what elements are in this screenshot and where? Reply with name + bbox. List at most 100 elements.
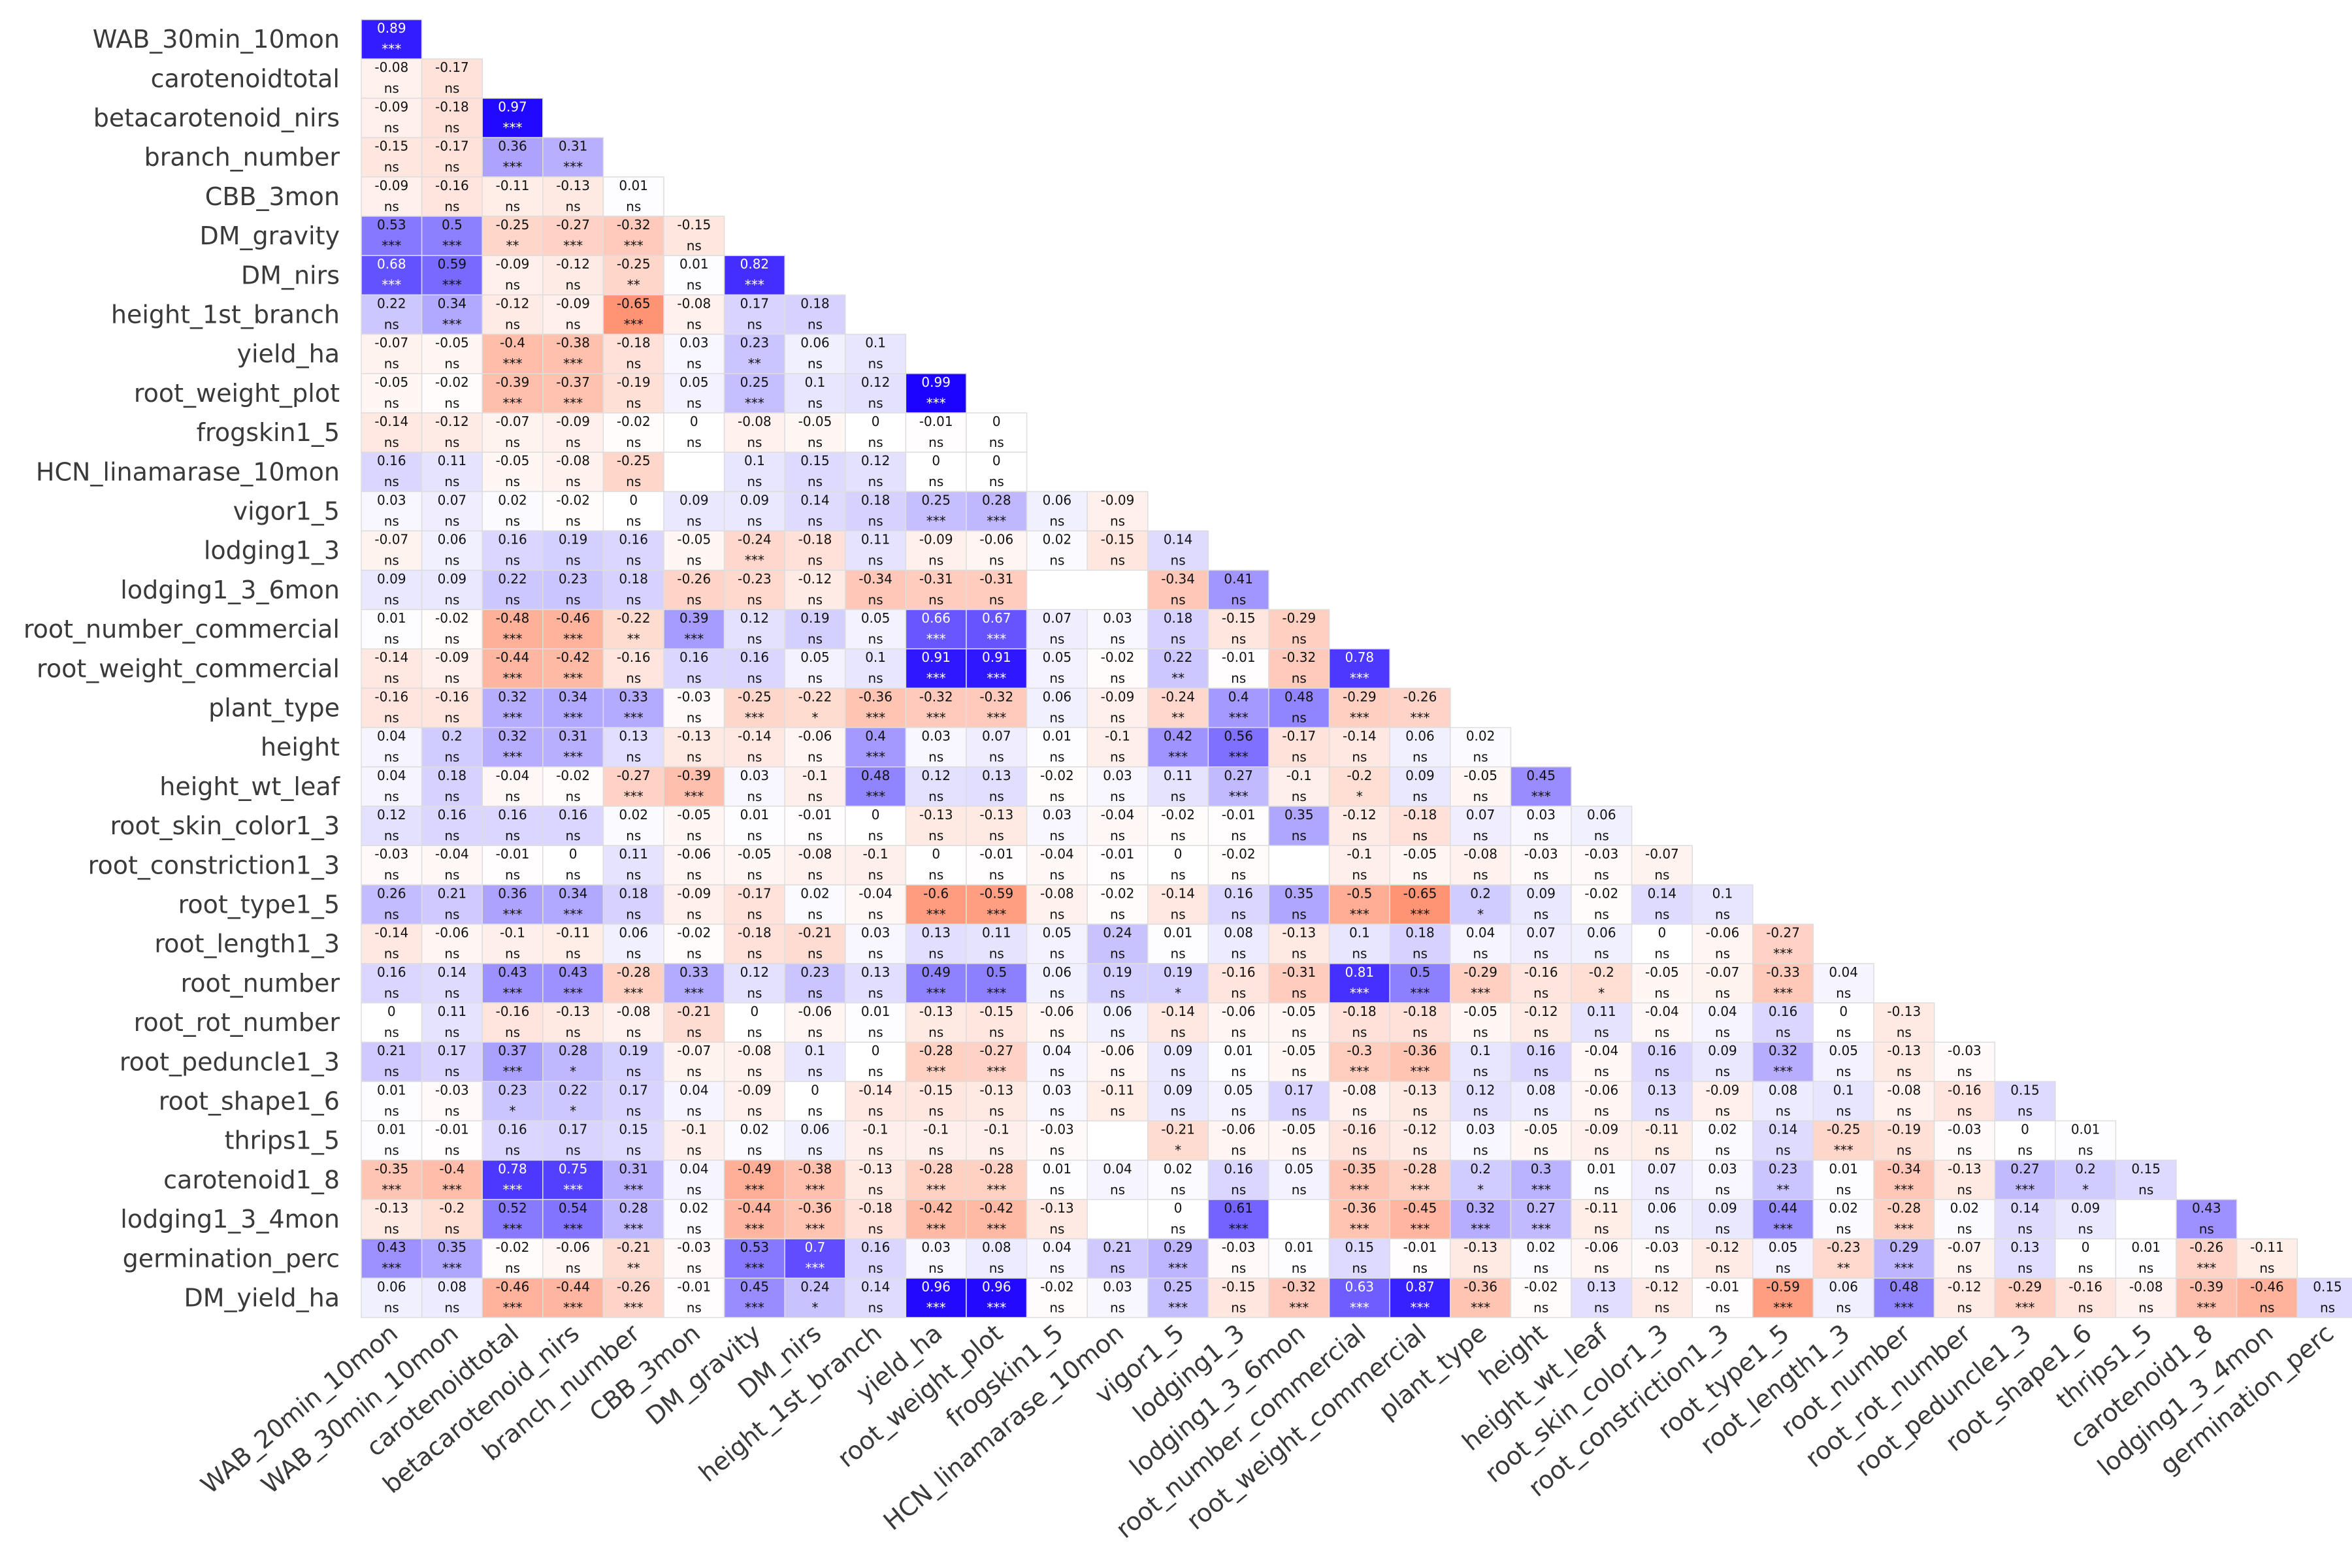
- cell-value: -0.07: [677, 1043, 711, 1058]
- cell-fill: [784, 1002, 846, 1043]
- cell-significance: ns: [1897, 1024, 1912, 1040]
- cell-fill: [1450, 1081, 1512, 1122]
- cell-significance: ns: [928, 749, 943, 765]
- cell-value: -0.08: [738, 1043, 772, 1058]
- heatmap-cell: -0.44***: [723, 1199, 785, 1239]
- cell-fill: [663, 373, 725, 414]
- cell-significance: ns: [1049, 789, 1064, 804]
- cell-significance: ns: [1594, 1221, 1609, 1237]
- cell-value: -0.03: [1645, 1239, 1679, 1255]
- cell-fill: [542, 1199, 604, 1239]
- cell-significance: ns: [1049, 1260, 1064, 1276]
- heatmap-cell: 0ns: [966, 451, 1028, 493]
- cell-significance: ns: [384, 1024, 399, 1040]
- cell-fill: [1631, 1041, 1693, 1083]
- cell-significance: ns: [1231, 1182, 1246, 1198]
- cell-significance: ***: [503, 395, 523, 411]
- cell-fill: [1086, 923, 1149, 964]
- cell-value: -0.01: [798, 807, 832, 823]
- cell-fill: [723, 1238, 785, 1279]
- heatmap-cell: 0.61***: [1207, 1199, 1269, 1239]
- cell-fill: [845, 884, 907, 925]
- heatmap-cell: -0.27***: [602, 766, 664, 807]
- cell-value: -0.28: [617, 964, 651, 980]
- heatmap-cell: 0.1ns: [1328, 923, 1390, 964]
- cell-significance: ***: [2016, 1182, 2035, 1198]
- cell-significance: ***: [382, 238, 401, 253]
- cell-value: 0.53: [740, 1239, 770, 1255]
- cell-significance: ns: [989, 867, 1004, 883]
- cell-value: 0.16: [498, 807, 527, 823]
- cell-significance: ns: [384, 867, 399, 883]
- row-label: height_1st_branch: [111, 301, 340, 329]
- cell-significance: ns: [747, 1143, 762, 1158]
- cell-value: 0.05: [1829, 1043, 1858, 1058]
- cell-fill: [361, 845, 423, 886]
- cell-fill: [1147, 1002, 1209, 1043]
- cell-value: 0.1: [1712, 885, 1733, 901]
- heatmap-cell: 0ns: [905, 451, 967, 493]
- cell-value: -0.24: [1161, 689, 1195, 704]
- cell-value: -0.42: [979, 1200, 1013, 1216]
- cell-significance: ns: [384, 670, 399, 686]
- cell-fill: [905, 373, 967, 414]
- cell-value: -0.02: [556, 768, 590, 783]
- cell-fill: [361, 570, 423, 610]
- cell-fill: [2176, 1199, 2238, 1239]
- cell-significance: ***: [1350, 906, 1369, 922]
- cell-value: 0: [2021, 1122, 2029, 1137]
- cell-fill: [421, 1199, 483, 1239]
- cell-value: 0.16: [619, 532, 648, 547]
- cell-significance: ns: [1171, 828, 1186, 843]
- cell-value: 0.01: [377, 1082, 406, 1098]
- cell-fill: [542, 176, 604, 217]
- cell-fill: [784, 294, 846, 335]
- cell-significance: ns: [1715, 1103, 1730, 1119]
- cell-significance: ns: [1292, 828, 1307, 843]
- cell-value: -0.31: [979, 571, 1013, 587]
- cell-fill: [1691, 1160, 1754, 1200]
- cell-significance: ns: [1654, 1103, 1669, 1119]
- cell-significance: ns: [928, 1143, 943, 1158]
- row-label: vigor1_5: [233, 497, 340, 526]
- cell-significance: ns: [1049, 670, 1064, 686]
- cell-significance: ns: [505, 867, 520, 883]
- heatmap-cell: 0ns: [784, 1081, 846, 1122]
- cell-value: -0.13: [858, 1161, 892, 1177]
- heatmap-cell: 0.81***: [1328, 963, 1390, 1004]
- cell-significance: *: [510, 1103, 516, 1119]
- cell-significance: ns: [1957, 1182, 1972, 1198]
- cell-significance: ns: [1715, 1221, 1730, 1237]
- heatmap-cell: -0.35***: [361, 1160, 423, 1200]
- cell-value: -0.21: [677, 1004, 711, 1019]
- cell-significance: ns: [1110, 710, 1125, 725]
- cell-value: 0.31: [559, 139, 588, 154]
- cell-value: -0.18: [738, 925, 772, 941]
- row-label: DM_nirs: [241, 261, 340, 289]
- cell-fill: [482, 963, 544, 1004]
- cell-value: 0.02: [1829, 1200, 1858, 1216]
